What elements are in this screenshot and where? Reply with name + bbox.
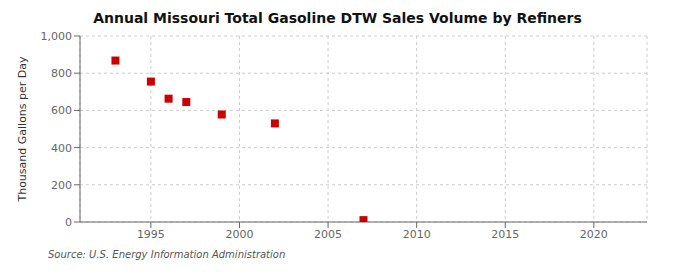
svg-text:2005: 2005 bbox=[314, 228, 342, 241]
svg-text:Thousand Gallons per Day: Thousand Gallons per Day bbox=[16, 56, 29, 203]
svg-text:800: 800 bbox=[51, 67, 72, 80]
html-text:Source: U.S. Energy Informatio: Source: U.S. Energy Information Administ… bbox=[48, 249, 286, 260]
svg-text:2000: 2000 bbox=[225, 228, 253, 241]
svg-text:400: 400 bbox=[51, 142, 72, 155]
svg-text:2010: 2010 bbox=[403, 228, 431, 241]
svg-text:1,000: 1,000 bbox=[41, 30, 73, 43]
svg-text:600: 600 bbox=[51, 104, 72, 117]
svg-text:1995: 1995 bbox=[137, 228, 165, 241]
svg-text:0: 0 bbox=[65, 216, 72, 229]
html-text:Annual Missouri Total Gasoline: Annual Missouri Total Gasoline DTW Sales… bbox=[93, 10, 582, 26]
svg-text:200: 200 bbox=[51, 179, 72, 192]
svg-text:2020: 2020 bbox=[580, 228, 608, 241]
svg-text:2015: 2015 bbox=[491, 228, 519, 241]
